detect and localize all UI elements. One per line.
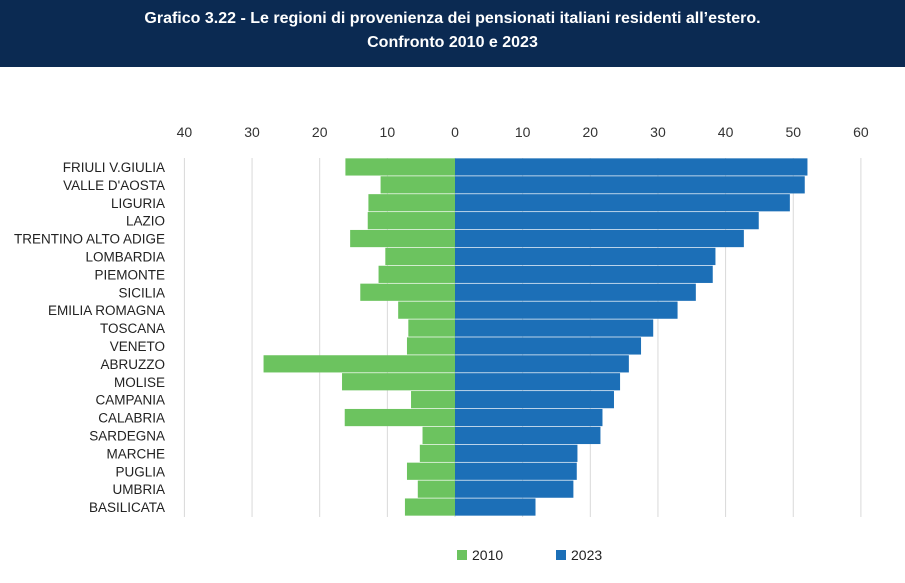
bar-2023 <box>455 194 790 212</box>
bar-2010 <box>385 247 455 266</box>
legend-label-2023: 2023 <box>571 547 602 563</box>
bar-2023 <box>455 158 808 176</box>
category-label: EMILIA ROMAGNA <box>48 303 165 318</box>
bar-2023 <box>455 212 759 230</box>
category-label: FRIULI V.GIULIA <box>63 160 165 175</box>
bar-2023 <box>455 283 696 301</box>
bar-2023 <box>455 426 601 445</box>
bar-2023 <box>455 301 678 319</box>
bar-2023 <box>455 337 642 355</box>
legend-swatch-2023 <box>556 550 566 560</box>
category-label: TRENTINO ALTO ADIGE <box>14 232 165 247</box>
x-tick-label: 20 <box>312 124 328 140</box>
bar-2010 <box>398 301 455 319</box>
x-tick-label: 0 <box>451 124 459 140</box>
category-label: MARCHE <box>106 446 165 461</box>
bar-2023 <box>455 247 716 266</box>
bars <box>263 158 808 516</box>
category-label: ABRUZZO <box>100 357 165 372</box>
category-labels: FRIULI V.GIULIA VALLE D'AOSTA LIGURIA LAZIO… <box>14 160 165 515</box>
bar-2010 <box>406 462 455 480</box>
bar-2023 <box>455 176 805 194</box>
bar-2010 <box>408 319 455 337</box>
bar-2010 <box>345 158 455 176</box>
category-label: LAZIO <box>126 214 165 229</box>
category-label: BASILICATA <box>89 500 165 515</box>
bar-2023 <box>455 319 654 337</box>
bar-2023 <box>455 462 577 480</box>
x-axis-ticks: 40 30 20 10 0 10 20 30 40 50 60 <box>177 124 869 140</box>
bar-2010 <box>360 283 455 301</box>
bar-2010 <box>406 337 455 355</box>
x-tick-label: 10 <box>380 124 396 140</box>
category-label: CALABRIA <box>98 411 165 426</box>
category-label: TOSCANA <box>100 321 165 336</box>
bar-2010 <box>417 480 455 498</box>
category-label: PUGLIA <box>115 464 165 479</box>
x-tick-label: 40 <box>177 124 193 140</box>
category-label: SARDEGNA <box>89 428 165 443</box>
bar-2010 <box>378 265 455 283</box>
category-label: MOLISE <box>114 375 165 390</box>
x-tick-label: 50 <box>785 124 801 140</box>
category-label: VENETO <box>110 339 165 354</box>
chart-header: Grafico 3.22 - Le regioni di provenienza… <box>0 0 905 67</box>
bar-2023 <box>455 355 629 373</box>
bar-2010 <box>263 355 455 373</box>
bar-2010 <box>404 498 455 516</box>
x-tick-label: 20 <box>583 124 599 140</box>
bar-2023 <box>455 265 713 283</box>
category-label: LIGURIA <box>111 196 165 211</box>
category-label: VALLE D'AOSTA <box>63 178 165 193</box>
category-label: UMBRIA <box>112 482 165 497</box>
bar-2023 <box>455 408 603 427</box>
bar-2010 <box>422 426 455 445</box>
bar-2010 <box>344 408 455 427</box>
bar-2010 <box>342 373 455 391</box>
bar-2010 <box>380 176 455 194</box>
category-label: SICILIA <box>118 285 165 300</box>
category-label: CAMPANIA <box>95 393 165 408</box>
bar-2010 <box>367 212 455 230</box>
bar-2010 <box>350 229 455 248</box>
chart-title: Grafico 3.22 - Le regioni di provenienza… <box>144 10 761 27</box>
chart-subtitle: Confronto 2010 e 2023 <box>367 34 538 51</box>
x-tick-label: 10 <box>515 124 531 140</box>
x-tick-label: 60 <box>853 124 869 140</box>
x-tick-label: 30 <box>650 124 666 140</box>
legend-swatch-2010 <box>457 550 467 560</box>
category-label: PIEMONTE <box>94 267 165 282</box>
bar-2023 <box>455 391 614 409</box>
bar-2023 <box>455 498 536 516</box>
legend: 2010 2023 <box>457 547 602 563</box>
category-label: LOMBARDIA <box>85 249 165 264</box>
bar-2023 <box>455 444 578 462</box>
legend-label-2010: 2010 <box>472 547 503 563</box>
bar-2023 <box>455 480 574 498</box>
bar-2023 <box>455 229 744 248</box>
bar-2010 <box>411 391 455 409</box>
x-tick-label: 30 <box>244 124 260 140</box>
bar-2010 <box>419 444 455 462</box>
x-tick-label: 40 <box>718 124 734 140</box>
bar-2023 <box>455 373 621 391</box>
bar-2010 <box>368 194 455 212</box>
